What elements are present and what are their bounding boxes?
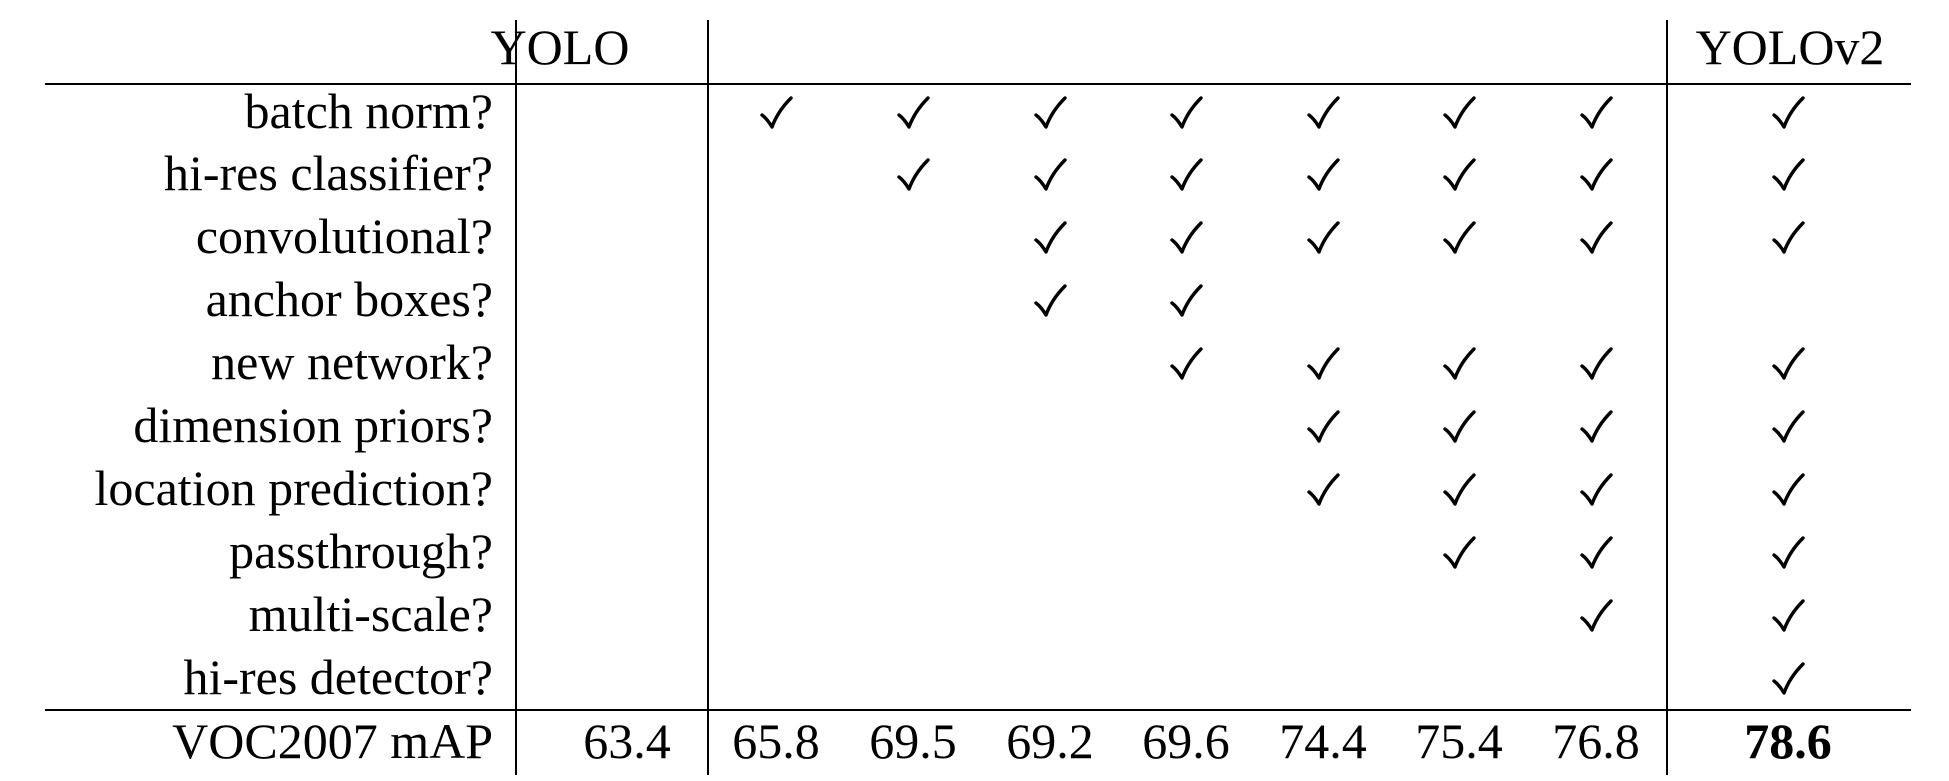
row-label: passthrough? [229, 523, 493, 579]
metric-value: 78.6 [1744, 713, 1832, 769]
checkmark-icon [756, 94, 796, 134]
metric-value: 75.4 [1415, 713, 1503, 769]
metric-value: 65.8 [732, 713, 820, 769]
row-label: new network? [211, 334, 493, 390]
checkmark-icon [1576, 94, 1616, 134]
checkmark-icon [1768, 534, 1808, 574]
checkmark-icon [1166, 94, 1206, 134]
row-label: hi-res classifier? [163, 145, 493, 201]
checkmark-icon [1576, 345, 1616, 385]
checkmark-icon [1303, 345, 1343, 385]
checkmark-icon [1768, 219, 1808, 259]
checkmark-icon [1576, 597, 1616, 637]
checkmark-icon [1576, 534, 1616, 574]
checkmark-icon [1768, 660, 1808, 700]
metric-value: 69.6 [1142, 713, 1230, 769]
row-label: batch norm? [244, 83, 493, 139]
metric-value: 63.4 [583, 713, 671, 769]
row-label: multi-scale? [248, 586, 493, 642]
checkmark-icon [1030, 94, 1070, 134]
checkmark-icon [1439, 471, 1479, 511]
row-label: dimension priors? [133, 397, 493, 453]
checkmark-icon [1166, 282, 1206, 322]
checkmark-icon [1768, 408, 1808, 448]
checkmark-icon [1439, 408, 1479, 448]
checkmark-icon [1768, 94, 1808, 134]
checkmark-icon [1576, 471, 1616, 511]
checkmark-icon [1303, 471, 1343, 511]
row-label: anchor boxes? [205, 271, 493, 327]
metric-rule [45, 709, 1911, 711]
checkmark-icon [1166, 345, 1206, 385]
checkmark-icon [1166, 156, 1206, 196]
checkmark-icon [1768, 471, 1808, 511]
checkmark-icon [1768, 597, 1808, 637]
row-label: convolutional? [195, 208, 493, 264]
checkmark-icon [1576, 408, 1616, 448]
metric-value: 69.2 [1006, 713, 1094, 769]
checkmark-icon [1439, 345, 1479, 385]
checkmark-icon [1576, 219, 1616, 259]
checkmark-icon [1576, 156, 1616, 196]
header-rule [45, 83, 1911, 85]
row-label: location prediction? [94, 460, 493, 516]
checkmark-icon [1030, 219, 1070, 259]
vertical-rule-2 [707, 20, 709, 775]
checkmark-icon [1439, 94, 1479, 134]
checkmark-icon [1303, 219, 1343, 259]
metric-label: VOC2007 mAP [172, 713, 493, 769]
checkmark-icon [893, 94, 933, 134]
checkmark-icon [1439, 156, 1479, 196]
vertical-rule-1 [515, 20, 517, 775]
metric-value: 74.4 [1279, 713, 1367, 769]
vertical-rule-3 [1666, 20, 1668, 775]
checkmark-icon [1303, 156, 1343, 196]
checkmark-icon [893, 156, 933, 196]
column-header-yolov2: YOLOv2 [1695, 19, 1885, 75]
checkmark-icon [1439, 534, 1479, 574]
column-header-yolo: YOLO [490, 19, 630, 75]
row-label: hi-res detector? [183, 649, 493, 705]
metric-value: 76.8 [1552, 713, 1640, 769]
checkmark-icon [1768, 156, 1808, 196]
checkmark-icon [1439, 219, 1479, 259]
metric-value: 69.5 [869, 713, 957, 769]
checkmark-icon [1303, 408, 1343, 448]
checkmark-icon [1166, 219, 1206, 259]
checkmark-icon [1768, 345, 1808, 385]
checkmark-icon [1303, 94, 1343, 134]
checkmark-icon [1030, 282, 1070, 322]
checkmark-icon [1030, 156, 1070, 196]
